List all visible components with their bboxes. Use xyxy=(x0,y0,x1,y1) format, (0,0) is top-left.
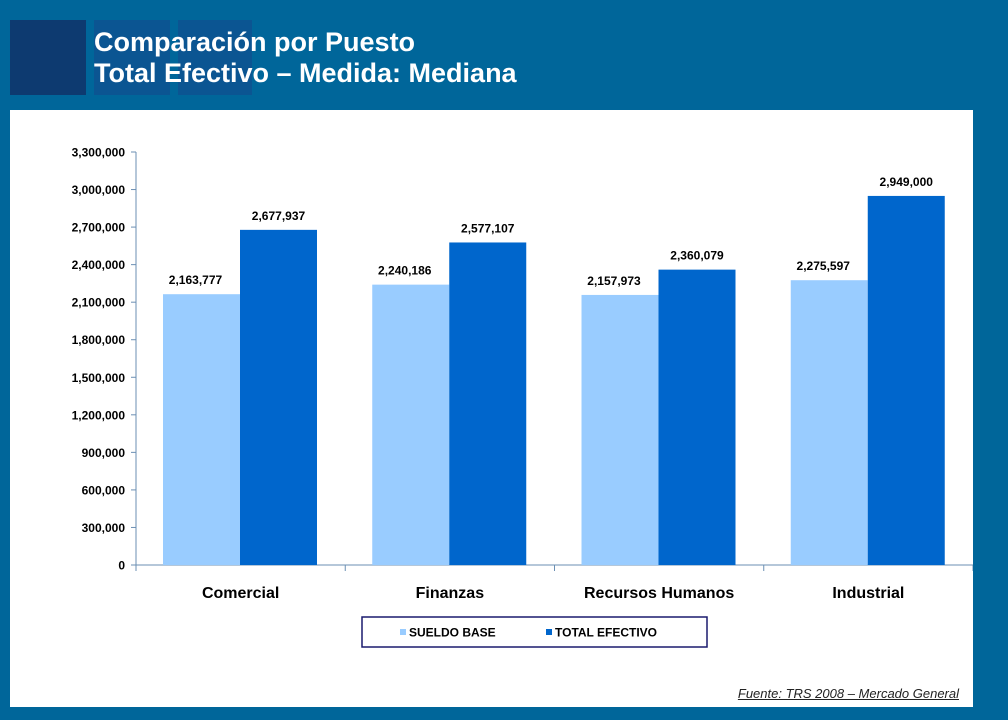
x-tick-label: Industrial xyxy=(832,585,904,602)
legend-label: SUELDO BASE xyxy=(409,626,496,640)
x-tick-label: Finanzas xyxy=(416,585,485,602)
y-tick-label: 1,200,000 xyxy=(72,408,126,422)
y-tick-label: 2,700,000 xyxy=(72,221,126,235)
y-tick-label: 3,300,000 xyxy=(72,146,126,160)
bar xyxy=(790,280,868,565)
bar xyxy=(581,294,659,565)
decor-square-3 xyxy=(178,20,252,95)
y-tick-label: 0 xyxy=(118,559,125,573)
bar-chart: 0 300,000 600,000 900,000 1,200,000 1,500,000… xyxy=(72,146,973,648)
legend-box xyxy=(361,616,708,648)
x-tick-label: Comercial xyxy=(202,585,279,602)
bar xyxy=(240,229,317,566)
page-title: Comparación por Puesto Total Efectivo – … xyxy=(94,27,517,89)
bar xyxy=(658,269,736,565)
y-tick-label: 2,100,000 xyxy=(72,296,126,310)
data-label: 2,677,937 xyxy=(252,209,306,223)
legend-swatch xyxy=(400,629,406,635)
y-tick-label: 300,000 xyxy=(82,521,126,535)
data-label: 2,240,186 xyxy=(378,264,432,278)
legend-swatch xyxy=(546,629,552,635)
bar xyxy=(163,294,240,565)
y-tick-label: 3,000,000 xyxy=(72,183,126,197)
bar xyxy=(867,195,945,565)
data-label: 2,163,777 xyxy=(169,273,223,287)
data-label: 2,157,973 xyxy=(587,274,641,288)
decor-square-1 xyxy=(10,20,86,95)
bar xyxy=(449,242,527,565)
y-tick-label: 2,400,000 xyxy=(72,258,126,272)
y-tick-label: 600,000 xyxy=(82,483,126,497)
decor-square-2 xyxy=(94,20,170,95)
source-note: Fuente: TRS 2008 – Mercado General xyxy=(737,686,959,701)
y-tick-label: 900,000 xyxy=(82,446,126,460)
bar xyxy=(372,284,450,565)
data-label: 2,360,079 xyxy=(670,249,724,263)
x-tick-label: Recursos Humanos xyxy=(584,585,734,602)
y-tick-label: 1,500,000 xyxy=(72,371,126,385)
chart-panel: 0 300,000 600,000 900,000 1,200,000 1,500,000… xyxy=(10,110,973,707)
title-line-1: Comparación por Puesto xyxy=(94,27,416,57)
data-label: 2,275,597 xyxy=(797,259,851,273)
data-label: 2,577,107 xyxy=(461,221,515,235)
title-line-2: Total Efectivo – Medida: Mediana xyxy=(94,58,517,88)
legend-label: TOTAL EFECTIVO xyxy=(555,626,657,640)
data-label: 2,949,000 xyxy=(880,175,934,189)
y-tick-label: 1,800,000 xyxy=(72,333,126,347)
